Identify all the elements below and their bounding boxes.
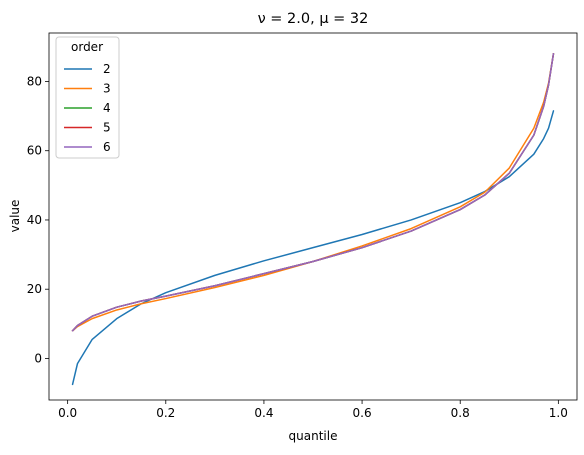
x-tick-label: 0.4: [254, 406, 273, 420]
y-tick-label: 0: [34, 351, 42, 365]
legend-label-6: 6: [103, 140, 111, 154]
series-layer: [71, 53, 555, 386]
plot-frame: [48, 32, 578, 401]
y-tick-label: 80: [27, 74, 42, 88]
legend-label-3: 3: [103, 82, 111, 96]
series-line-6: [71, 53, 555, 332]
x-tick-label: 1.0: [549, 406, 568, 420]
y-axis-ticks: 0 20 40 60 80: [27, 74, 49, 365]
x-tick-label: 0.0: [58, 406, 77, 420]
x-tick-label: 0.6: [353, 406, 372, 420]
legend-label-4: 4: [103, 101, 111, 115]
legend-title: order: [71, 40, 103, 54]
x-tick-label: 0.8: [451, 406, 470, 420]
legend-label-2: 2: [103, 62, 111, 76]
series-line-2: [71, 110, 555, 386]
legend: order 2 3 4 5 6: [55, 36, 120, 159]
y-tick-label: 20: [27, 282, 42, 296]
legend-label-5: 5: [103, 121, 111, 135]
legend-entries: 2 3 4 5 6: [64, 62, 111, 154]
chart-title: ν = 2.0, μ = 32: [258, 11, 369, 27]
x-axis-ticks: 0.0 0.2 0.4 0.6 0.8 1.0: [58, 400, 568, 420]
y-tick-label: 60: [27, 144, 42, 158]
x-tick-label: 0.2: [156, 406, 175, 420]
y-axis-label: value: [8, 200, 22, 233]
x-axis-label: quantile: [289, 429, 338, 443]
y-tick-label: 40: [27, 213, 42, 227]
series-line-3: [71, 53, 555, 332]
